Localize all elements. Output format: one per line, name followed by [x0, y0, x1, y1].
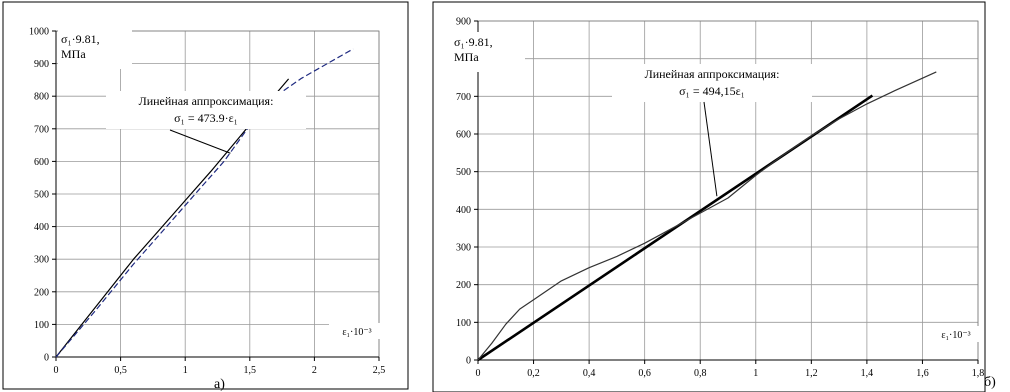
- y-tick-label: 0: [466, 356, 471, 367]
- x-caption-bg: [329, 323, 381, 339]
- y-tick-label: 600: [456, 130, 471, 141]
- x-axis-caption: ε₁·10⁻³: [941, 330, 970, 341]
- y-tick-label: 100: [456, 318, 471, 329]
- y-tick-label: 500: [34, 190, 49, 201]
- chart-frame: [432, 1, 986, 392]
- annotation-pointer: [703, 101, 718, 197]
- annotation-formula: σ₁ = 494,15ε₁: [679, 84, 745, 98]
- chart-panel-1: 0 0,2 0,4 0,6 0,8 1 1,2 1,4 1,6 1,8 0 100 200 300 400 5…: [432, 1, 996, 392]
- chart-panel-0: 0 0,5 1 1,5 2 2,5 0 100 200 300 400 500 600 700 800 900…: [2, 1, 409, 392]
- y-axis-caption: МПа: [61, 47, 86, 61]
- series-line-1: [55, 48, 354, 358]
- x-tick-label: 1: [183, 365, 188, 376]
- y-caption-bg: [58, 29, 132, 69]
- annotation-title: Линейная аппроксимация:: [139, 94, 274, 108]
- y-tick-label: 500: [456, 167, 471, 178]
- annotation-formula: σ₁ = 473.9·ε₁: [174, 111, 238, 125]
- y-tick-label: 900: [34, 59, 49, 70]
- panel-label: а): [214, 377, 225, 392]
- y-tick-label: 1000: [29, 27, 49, 38]
- series-line-1: [477, 71, 937, 361]
- y-tick-label: 100: [34, 320, 49, 331]
- x-tick-label: 1,6: [916, 368, 929, 379]
- chart-frame: [2, 1, 409, 390]
- y-tick-label: 600: [34, 157, 49, 168]
- x-tick-label: 1,4: [861, 368, 874, 379]
- y-axis-caption: σ₁·9.81,: [454, 35, 493, 49]
- x-tick-label: 0: [54, 365, 59, 376]
- annotation-title: Линейная аппроксимация:: [645, 67, 780, 81]
- y-tick-label: 700: [34, 124, 49, 135]
- x-tick-label: 1,5: [244, 365, 257, 376]
- y-tick-label: 700: [456, 92, 471, 103]
- x-tick-label: 0,5: [114, 365, 127, 376]
- x-tick-label: 1,8: [972, 368, 985, 379]
- y-tick-label: 0: [44, 353, 49, 364]
- x-tick-label: 0: [476, 368, 481, 379]
- x-tick-label: 1: [753, 368, 758, 379]
- y-axis-caption: МПа: [454, 50, 479, 64]
- annotation-bg: [106, 91, 306, 129]
- y-tick-label: 400: [456, 205, 471, 216]
- x-caption-bg: [928, 326, 980, 342]
- x-tick-label: 0,2: [527, 368, 540, 379]
- annotation-bg: [612, 64, 812, 102]
- y-caption-bg: [451, 32, 525, 72]
- y-tick-label: 800: [34, 92, 49, 103]
- y-tick-label: 300: [34, 255, 49, 266]
- x-tick-label: 2,5: [373, 365, 386, 376]
- annotation-pointer: [169, 129, 231, 154]
- panel-label: б): [984, 375, 996, 390]
- y-tick-label: 300: [456, 243, 471, 254]
- y-tick-label: 200: [456, 280, 471, 291]
- x-tick-label: 2: [312, 365, 317, 376]
- x-axis-caption: ε₁·10⁻³: [342, 327, 371, 338]
- y-axis-caption: σ₁·9.81,: [61, 32, 100, 46]
- y-tick-label: 200: [34, 287, 49, 298]
- y-tick-label: 400: [34, 222, 49, 233]
- x-tick-label: 0,4: [583, 368, 596, 379]
- x-tick-label: 0,6: [638, 368, 651, 379]
- y-tick-label: 900: [456, 17, 471, 28]
- x-tick-label: 0,8: [694, 368, 707, 379]
- x-tick-label: 1,2: [805, 368, 818, 379]
